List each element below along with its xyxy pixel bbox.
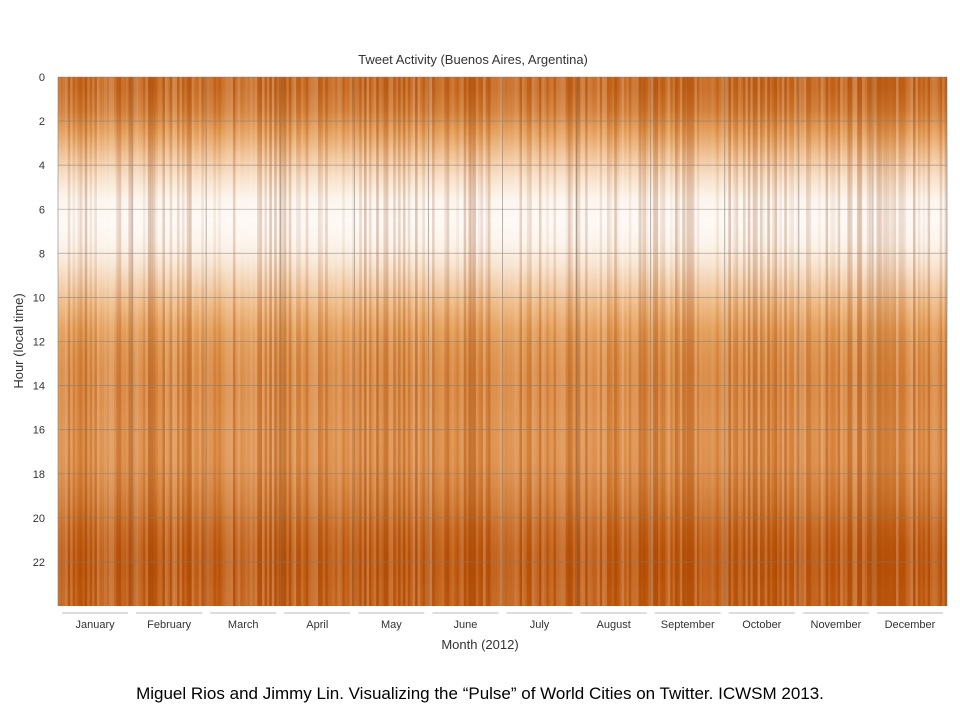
x-tick-label: December [885,619,936,631]
y-tick-label: 4 [39,160,45,172]
y-tick-label: 18 [33,469,45,481]
x-tick-label: August [597,619,631,631]
x-axis-label: Month (2012) [441,637,518,652]
y-tick-label: 8 [39,248,45,260]
y-tick-label: 0 [39,72,45,84]
y-tick-label: 6 [39,204,45,216]
x-axis-ticks: January February March April May June July Augu… [62,612,943,631]
y-tick-label: 20 [33,513,45,525]
y-tick-label: 2 [39,116,45,128]
y-axis-label: Hour (local time) [11,293,26,388]
x-tick-label: July [530,619,550,631]
x-tick-label: March [228,619,259,631]
x-tick-label: September [661,619,715,631]
grid-lines [57,76,948,606]
chart-title: Tweet Activity (Buenos Aires, Argentina) [358,52,588,67]
x-tick-label: January [75,619,115,631]
citation-caption: Miguel Rios and Jimmy Lin. Visualizing t… [136,684,824,703]
x-tick-label: October [742,619,781,631]
y-tick-label: 16 [33,425,45,437]
y-axis-ticks: 0 2 4 6 8 10 12 14 16 18 20 22 [33,72,45,569]
y-tick-label: 12 [33,337,45,349]
x-tick-label: May [381,619,402,631]
x-tick-label: June [454,619,478,631]
y-tick-label: 10 [33,292,45,304]
y-tick-label: 14 [33,381,45,393]
x-tick-label: November [811,619,862,631]
x-tick-label: April [306,619,328,631]
y-tick-label: 22 [33,557,45,569]
heatmap-chart: Tweet Activity (Buenos Aires, Argentina)… [11,52,948,652]
x-tick-label: February [147,619,192,631]
